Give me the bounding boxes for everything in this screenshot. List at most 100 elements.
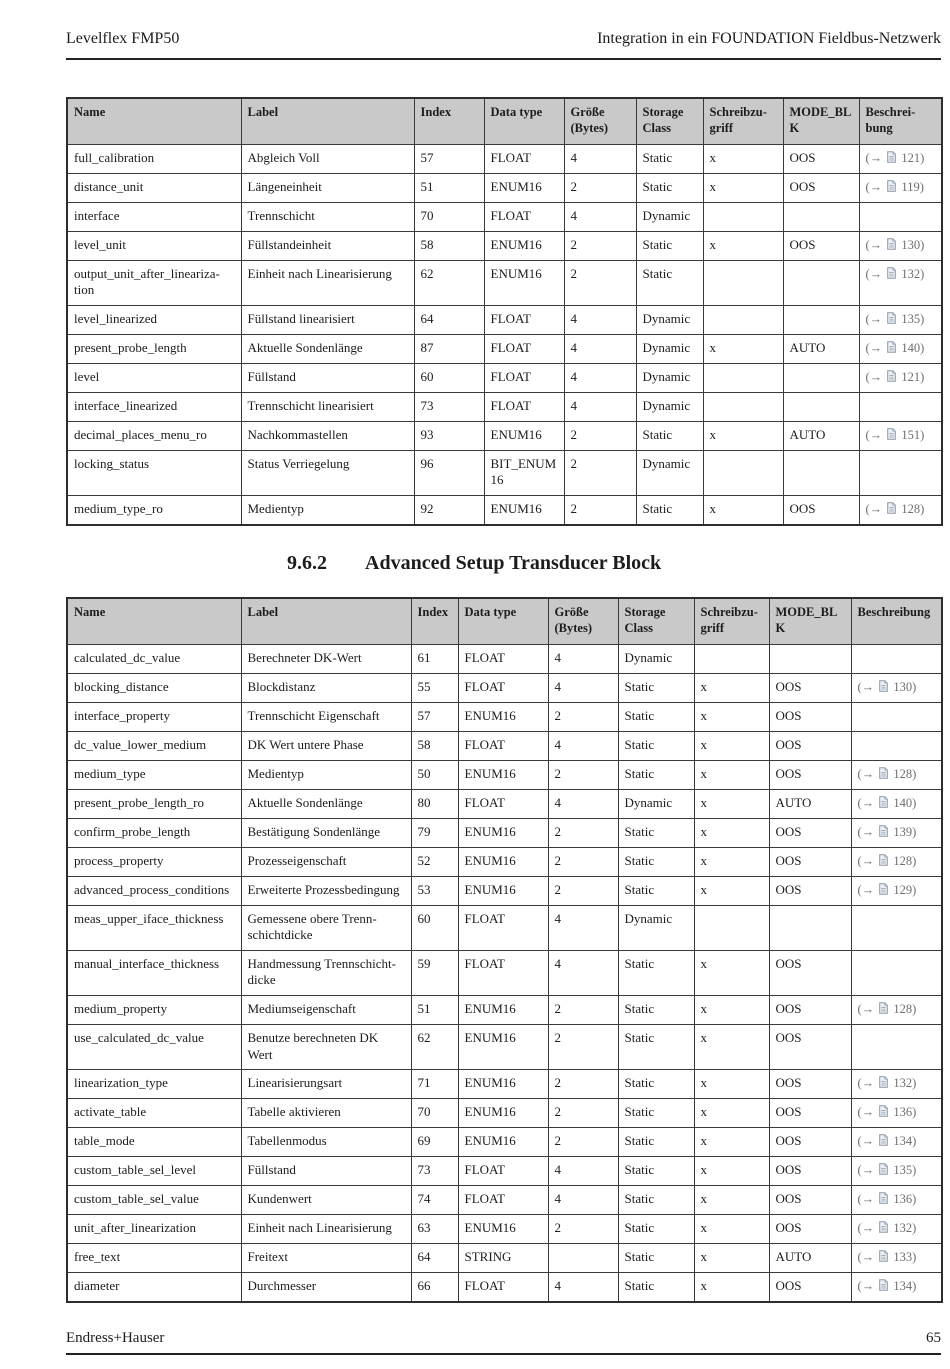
- cell-description: (→ 151): [858, 420, 943, 451]
- page-reference: (→ 132): [865, 266, 925, 281]
- column-header-description: Beschrei­bung: [850, 597, 943, 645]
- cell-label: Trennschicht linearisiert: [240, 391, 415, 422]
- page-reference: (→ 134): [857, 1134, 917, 1149]
- page-reference: (→ 133): [857, 1250, 917, 1265]
- cell-label: Trennschicht Eigenschaft: [240, 701, 412, 732]
- cell-label: Tabellenmodus: [240, 1127, 412, 1158]
- table-1-body: full_calibration Abgleich Voll 57 FLOAT 4 Sta…: [66, 143, 943, 526]
- cell-write-access: x: [693, 1185, 770, 1216]
- table-row: activate_table Tabelle aktivieren 70 ENUM16…: [66, 1098, 943, 1129]
- cell-index: 57: [413, 143, 485, 174]
- page-icon: [887, 150, 897, 163]
- section-heading: 9.6.2 Advanced Setup Transducer Block: [66, 552, 941, 575]
- column-header-mode-blk: MODE_BLK: [768, 597, 852, 645]
- page-icon: [879, 679, 889, 692]
- page-header-product: Levelflex FMP50: [66, 30, 180, 47]
- cell-name: use_calculated_dc_value: [66, 1023, 242, 1071]
- cell-description: [850, 949, 943, 997]
- table-row: dc_value_lower_medium DK Wert untere Phas…: [66, 730, 943, 761]
- cell-description: (→ 128): [850, 846, 943, 877]
- cell-label: Freitext: [240, 1243, 412, 1274]
- cell-index: 87: [413, 333, 485, 364]
- table-row: custom_table_sel_level Füllstand 73 FLOAT 4 S…: [66, 1156, 943, 1187]
- cell-write-access: x: [693, 817, 770, 848]
- table-row: full_calibration Abgleich Voll 57 FLOAT 4 Sta…: [66, 143, 943, 174]
- cell-mode-blk: OOS: [768, 846, 852, 877]
- cell-label: Medientyp: [240, 759, 412, 790]
- cell-index: 59: [410, 949, 459, 997]
- cell-size-bytes: 4: [563, 201, 637, 232]
- cell-mode-blk: OOS: [782, 143, 860, 174]
- table-row: level Füllstand 60 FLOAT 4 Dynamic (→ 121): [66, 362, 943, 393]
- cell-name: output_unit_after_lineariza­tion: [66, 259, 242, 306]
- column-header-storage-class: Storage Class: [617, 597, 695, 645]
- cell-size-bytes: 4: [547, 1156, 619, 1187]
- cell-index: 62: [413, 259, 485, 306]
- cell-write-access: x: [693, 875, 770, 906]
- cell-write-access: x: [693, 1069, 770, 1100]
- cell-name: level_linearized: [66, 304, 242, 335]
- cell-mode-blk: OOS: [782, 172, 860, 203]
- cell-mode-blk: [782, 449, 860, 497]
- table-row: unit_after_linearization Einheit nach Lin…: [66, 1214, 943, 1245]
- cell-size-bytes: 4: [547, 788, 619, 819]
- section-number: 9.6.2: [287, 552, 327, 574]
- cell-index: 58: [413, 230, 485, 261]
- page-icon: [887, 266, 897, 279]
- cell-description: [850, 643, 943, 674]
- cell-storage-class: Static: [635, 494, 704, 526]
- cell-name: custom_table_sel_level: [66, 1156, 242, 1187]
- cell-data-type: ENUM16: [483, 259, 565, 306]
- cell-label: Aktuelle Sondenlänge: [240, 333, 415, 364]
- table-row: locking_status Status Verriegelung 96 BIT_E…: [66, 449, 943, 497]
- cell-data-type: FLOAT: [483, 362, 565, 393]
- cell-storage-class: Dynamic: [635, 333, 704, 364]
- cell-size-bytes: [547, 1243, 619, 1274]
- cell-size-bytes: 4: [547, 1185, 619, 1216]
- page-icon: [879, 1163, 889, 1176]
- cell-data-type: ENUM16: [457, 1069, 549, 1100]
- cell-size-bytes: 4: [547, 672, 619, 703]
- cell-data-type: ENUM16: [457, 701, 549, 732]
- cell-write-access: x: [693, 995, 770, 1025]
- cell-description: (→ 119): [858, 172, 943, 203]
- page-reference: (→ 128): [857, 766, 917, 781]
- cell-mode-blk: OOS: [782, 230, 860, 261]
- column-header-write-access: Schreibzu­griff: [693, 597, 770, 645]
- cell-description: (→ 132): [858, 259, 943, 306]
- cell-size-bytes: 2: [547, 759, 619, 790]
- cell-storage-class: Static: [617, 1214, 695, 1245]
- table-row: present_probe_length_ro Aktuelle Sondenlä…: [66, 788, 943, 819]
- column-header-name: Name: [66, 97, 242, 145]
- cell-mode-blk: OOS: [768, 1023, 852, 1071]
- table-row: interface Trennschicht 70 FLOAT 4 Dynamic: [66, 201, 943, 232]
- cell-description: (→ 133): [850, 1243, 943, 1274]
- table-2-head: Name Label Index Data type Größe (Bytes) Stor…: [66, 597, 943, 645]
- cell-write-access: [702, 259, 784, 306]
- cell-write-access: x: [702, 230, 784, 261]
- page-reference: (→ 129): [857, 882, 917, 897]
- cell-label: Medientyp: [240, 494, 415, 526]
- page-icon: [879, 824, 889, 837]
- footer-company: Endress+Hauser: [66, 1330, 165, 1346]
- cell-mode-blk: OOS: [768, 1185, 852, 1216]
- cell-write-access: x: [693, 1214, 770, 1245]
- cell-data-type: ENUM16: [457, 817, 549, 848]
- cell-label: Blockdistanz: [240, 672, 412, 703]
- page-reference: (→ 136): [857, 1105, 917, 1120]
- cell-name: present_probe_length_ro: [66, 788, 242, 819]
- cell-mode-blk: OOS: [768, 1156, 852, 1187]
- cell-data-type: FLOAT: [457, 672, 549, 703]
- cell-storage-class: Static: [617, 1023, 695, 1071]
- cell-label: Kundenwert: [240, 1185, 412, 1216]
- column-header-index: Index: [413, 97, 485, 145]
- cell-index: 61: [410, 643, 459, 674]
- cell-name: meas_upper_iface_thickness: [66, 904, 242, 951]
- table-row: medium_type Medientyp 50 ENUM16 2 Static x OOS (…: [66, 759, 943, 790]
- cell-data-type: ENUM16: [483, 230, 565, 261]
- cell-write-access: [702, 304, 784, 335]
- cell-storage-class: Dynamic: [635, 391, 704, 422]
- cell-description: (→ 132): [850, 1069, 943, 1100]
- cell-description: [850, 904, 943, 951]
- table-row: medium_type_ro Medientyp 92 ENUM16 2 Static x O…: [66, 494, 943, 526]
